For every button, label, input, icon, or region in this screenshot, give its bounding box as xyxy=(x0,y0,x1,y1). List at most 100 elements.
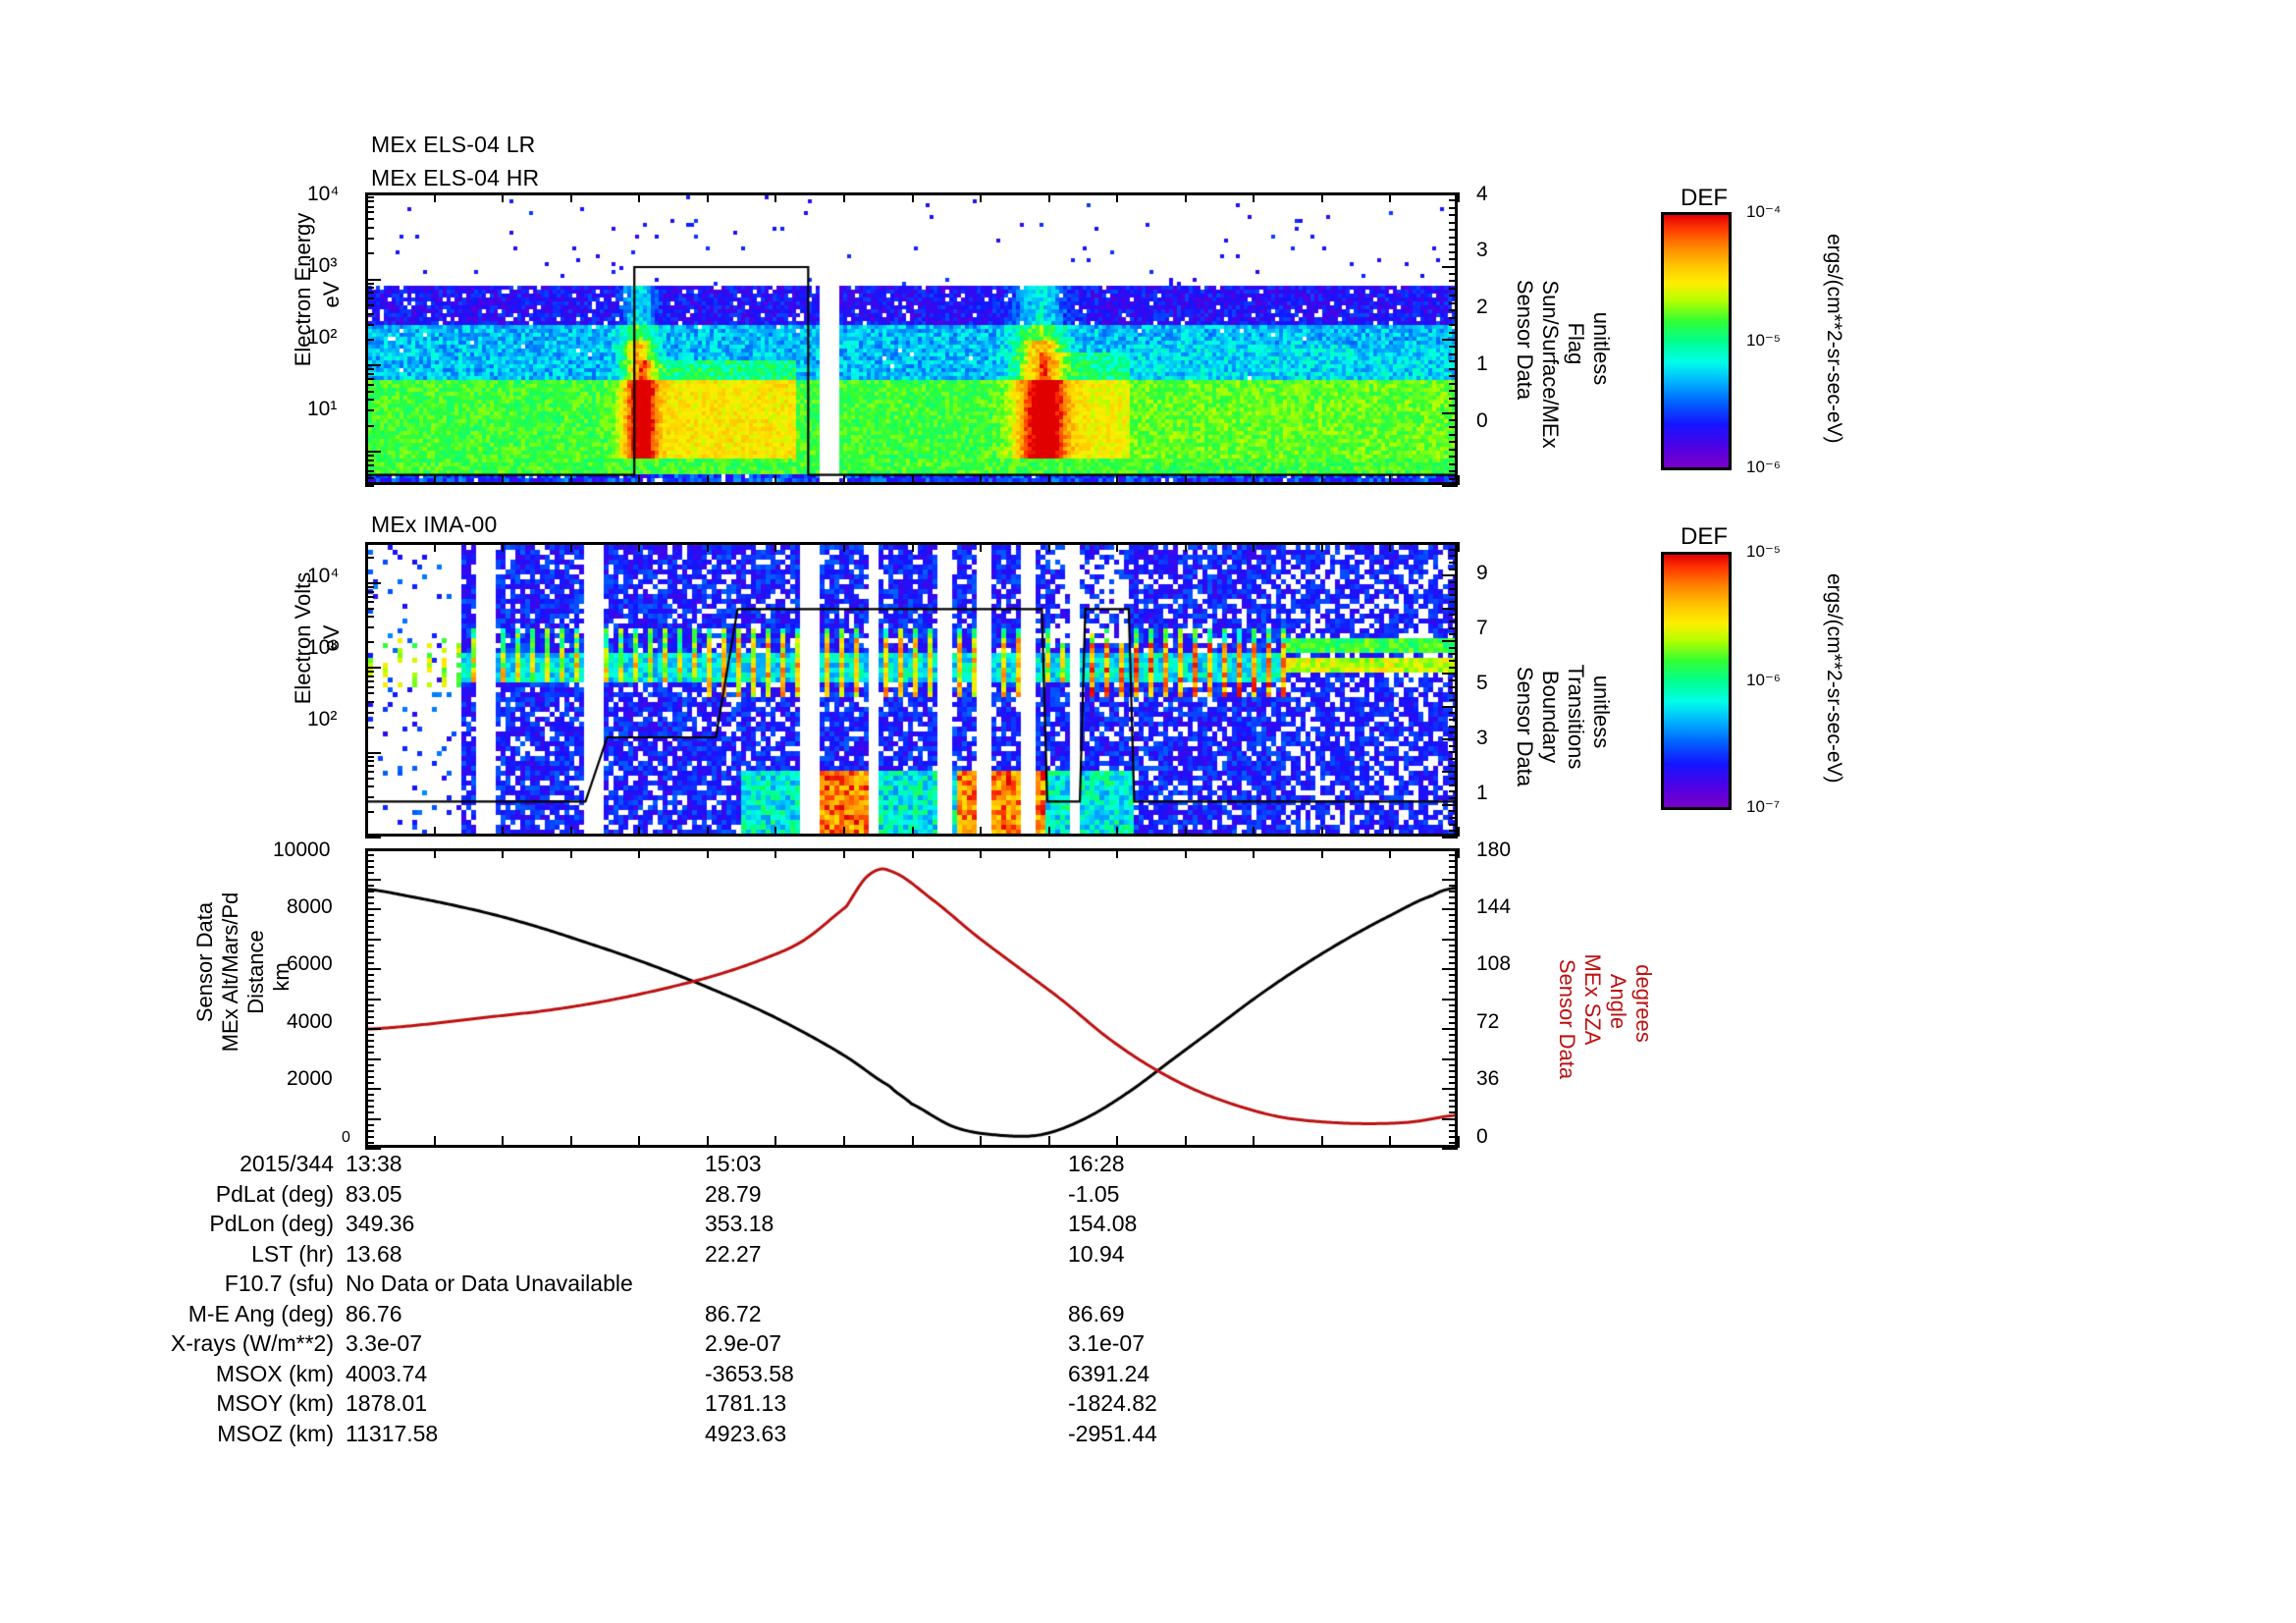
axis-tick xyxy=(365,282,374,285)
axis-tick xyxy=(1449,685,1458,688)
info-row-value: 1781.13 xyxy=(705,1390,787,1416)
panel3-right-tick-108: 108 xyxy=(1476,952,1512,975)
axis-tick xyxy=(365,463,374,466)
axis-tick xyxy=(1116,827,1119,837)
axis-tick xyxy=(502,848,505,858)
axis-tick xyxy=(365,1009,374,1012)
axis-tick xyxy=(1449,872,1458,875)
axis-tick xyxy=(365,372,374,375)
info-row-label: 2015/344 xyxy=(240,1151,334,1176)
axis-tick xyxy=(1442,771,1458,774)
panel3-ytick-0: 0 xyxy=(342,1129,350,1146)
axis-tick xyxy=(1449,810,1458,813)
axis-tick xyxy=(1449,666,1458,669)
axis-tick xyxy=(1449,895,1458,898)
axis-tick xyxy=(1442,1057,1458,1060)
axis-tick xyxy=(1449,778,1458,780)
panel2-ytick-1e3: 10³ xyxy=(307,636,338,659)
axis-tick xyxy=(1449,1015,1458,1018)
axis-tick xyxy=(1449,1106,1458,1109)
panel3-ytick-4000: 4000 xyxy=(287,1010,333,1033)
axis-tick xyxy=(1449,462,1458,465)
axis-tick xyxy=(638,192,641,202)
axis-tick xyxy=(1442,803,1458,806)
axis-tick xyxy=(1449,712,1458,715)
panel3-plot-frame xyxy=(365,848,1458,1148)
axis-tick xyxy=(365,760,374,763)
axis-tick xyxy=(365,685,374,688)
axis-tick xyxy=(1449,295,1458,298)
axis-tick xyxy=(365,616,374,619)
axis-tick xyxy=(706,192,709,202)
axis-tick xyxy=(1442,938,1458,941)
axis-tick xyxy=(1449,633,1458,636)
axis-tick xyxy=(569,475,572,485)
axis-tick xyxy=(1449,626,1458,629)
axis-tick xyxy=(365,323,374,326)
axis-tick xyxy=(1449,660,1458,662)
axis-tick xyxy=(433,542,436,552)
axis-tick xyxy=(365,377,374,380)
axis-tick xyxy=(1389,848,1392,858)
axis-tick xyxy=(365,961,374,964)
axis-tick xyxy=(1449,324,1458,327)
axis-tick xyxy=(1449,397,1458,400)
axis-tick xyxy=(980,542,983,552)
axis-tick xyxy=(842,827,845,837)
colorbar1-top-label: 10⁻⁴ xyxy=(1746,202,1782,221)
axis-tick xyxy=(1449,581,1458,583)
colorbar2-gradient xyxy=(1661,552,1732,810)
info-row-value: 3.3e-07 xyxy=(346,1330,423,1356)
panel3-right-label-line2: MEx SZA xyxy=(1580,953,1605,1046)
panel1-ytick-1e1: 10¹ xyxy=(307,398,338,420)
axis-tick xyxy=(1449,301,1458,304)
axis-tick xyxy=(365,926,374,929)
axis-tick xyxy=(365,878,381,881)
axis-tick xyxy=(774,848,777,858)
axis-tick xyxy=(1442,738,1458,740)
axis-tick xyxy=(569,848,572,858)
axis-tick xyxy=(365,475,367,485)
axis-tick xyxy=(1442,837,1458,839)
panel1-plot-frame xyxy=(365,192,1458,485)
axis-tick xyxy=(1320,542,1323,552)
panel2-right-label-line4: unitless xyxy=(1589,675,1614,749)
panel1-ytick-1e4: 10⁴ xyxy=(307,183,340,205)
axis-tick xyxy=(1449,1135,1458,1138)
axis-tick xyxy=(1184,827,1187,837)
axis-tick xyxy=(1449,653,1458,656)
axis-tick xyxy=(1253,1136,1255,1148)
axis-tick xyxy=(365,292,374,295)
axis-tick xyxy=(365,1057,381,1060)
panel3-ytick-10000: 10000 xyxy=(273,839,331,861)
axis-tick xyxy=(502,475,505,485)
panel2-right-tick-1: 1 xyxy=(1476,782,1488,804)
panel1-ytick-1e3: 10³ xyxy=(307,254,338,277)
panel1-right-label-line3: Flag xyxy=(1564,322,1588,365)
panel2-right-tick-9: 9 xyxy=(1476,562,1488,584)
axis-tick xyxy=(365,932,374,935)
axis-tick xyxy=(1449,1003,1458,1006)
axis-tick xyxy=(365,1129,374,1132)
axis-tick xyxy=(1449,594,1458,597)
axis-tick xyxy=(365,860,374,863)
axis-tick xyxy=(638,475,641,485)
axis-tick xyxy=(1449,955,1458,958)
axis-tick xyxy=(1449,731,1458,734)
axis-tick xyxy=(1449,961,1458,964)
axis-tick xyxy=(1449,470,1458,473)
axis-tick xyxy=(911,542,914,552)
axis-tick xyxy=(1449,866,1458,869)
axis-tick xyxy=(1449,477,1458,480)
info-row-value: -3653.58 xyxy=(705,1360,794,1386)
axis-tick xyxy=(1442,1088,1458,1090)
axis-tick xyxy=(911,848,914,858)
axis-tick xyxy=(1449,601,1458,603)
axis-tick xyxy=(1442,908,1458,910)
axis-tick xyxy=(365,848,381,850)
colorbar1-bottom-label: 10⁻⁶ xyxy=(1746,458,1781,476)
axis-tick xyxy=(1047,1136,1050,1148)
axis-tick xyxy=(365,1015,374,1018)
axis-tick xyxy=(1449,258,1458,261)
axis-tick xyxy=(365,1052,374,1055)
